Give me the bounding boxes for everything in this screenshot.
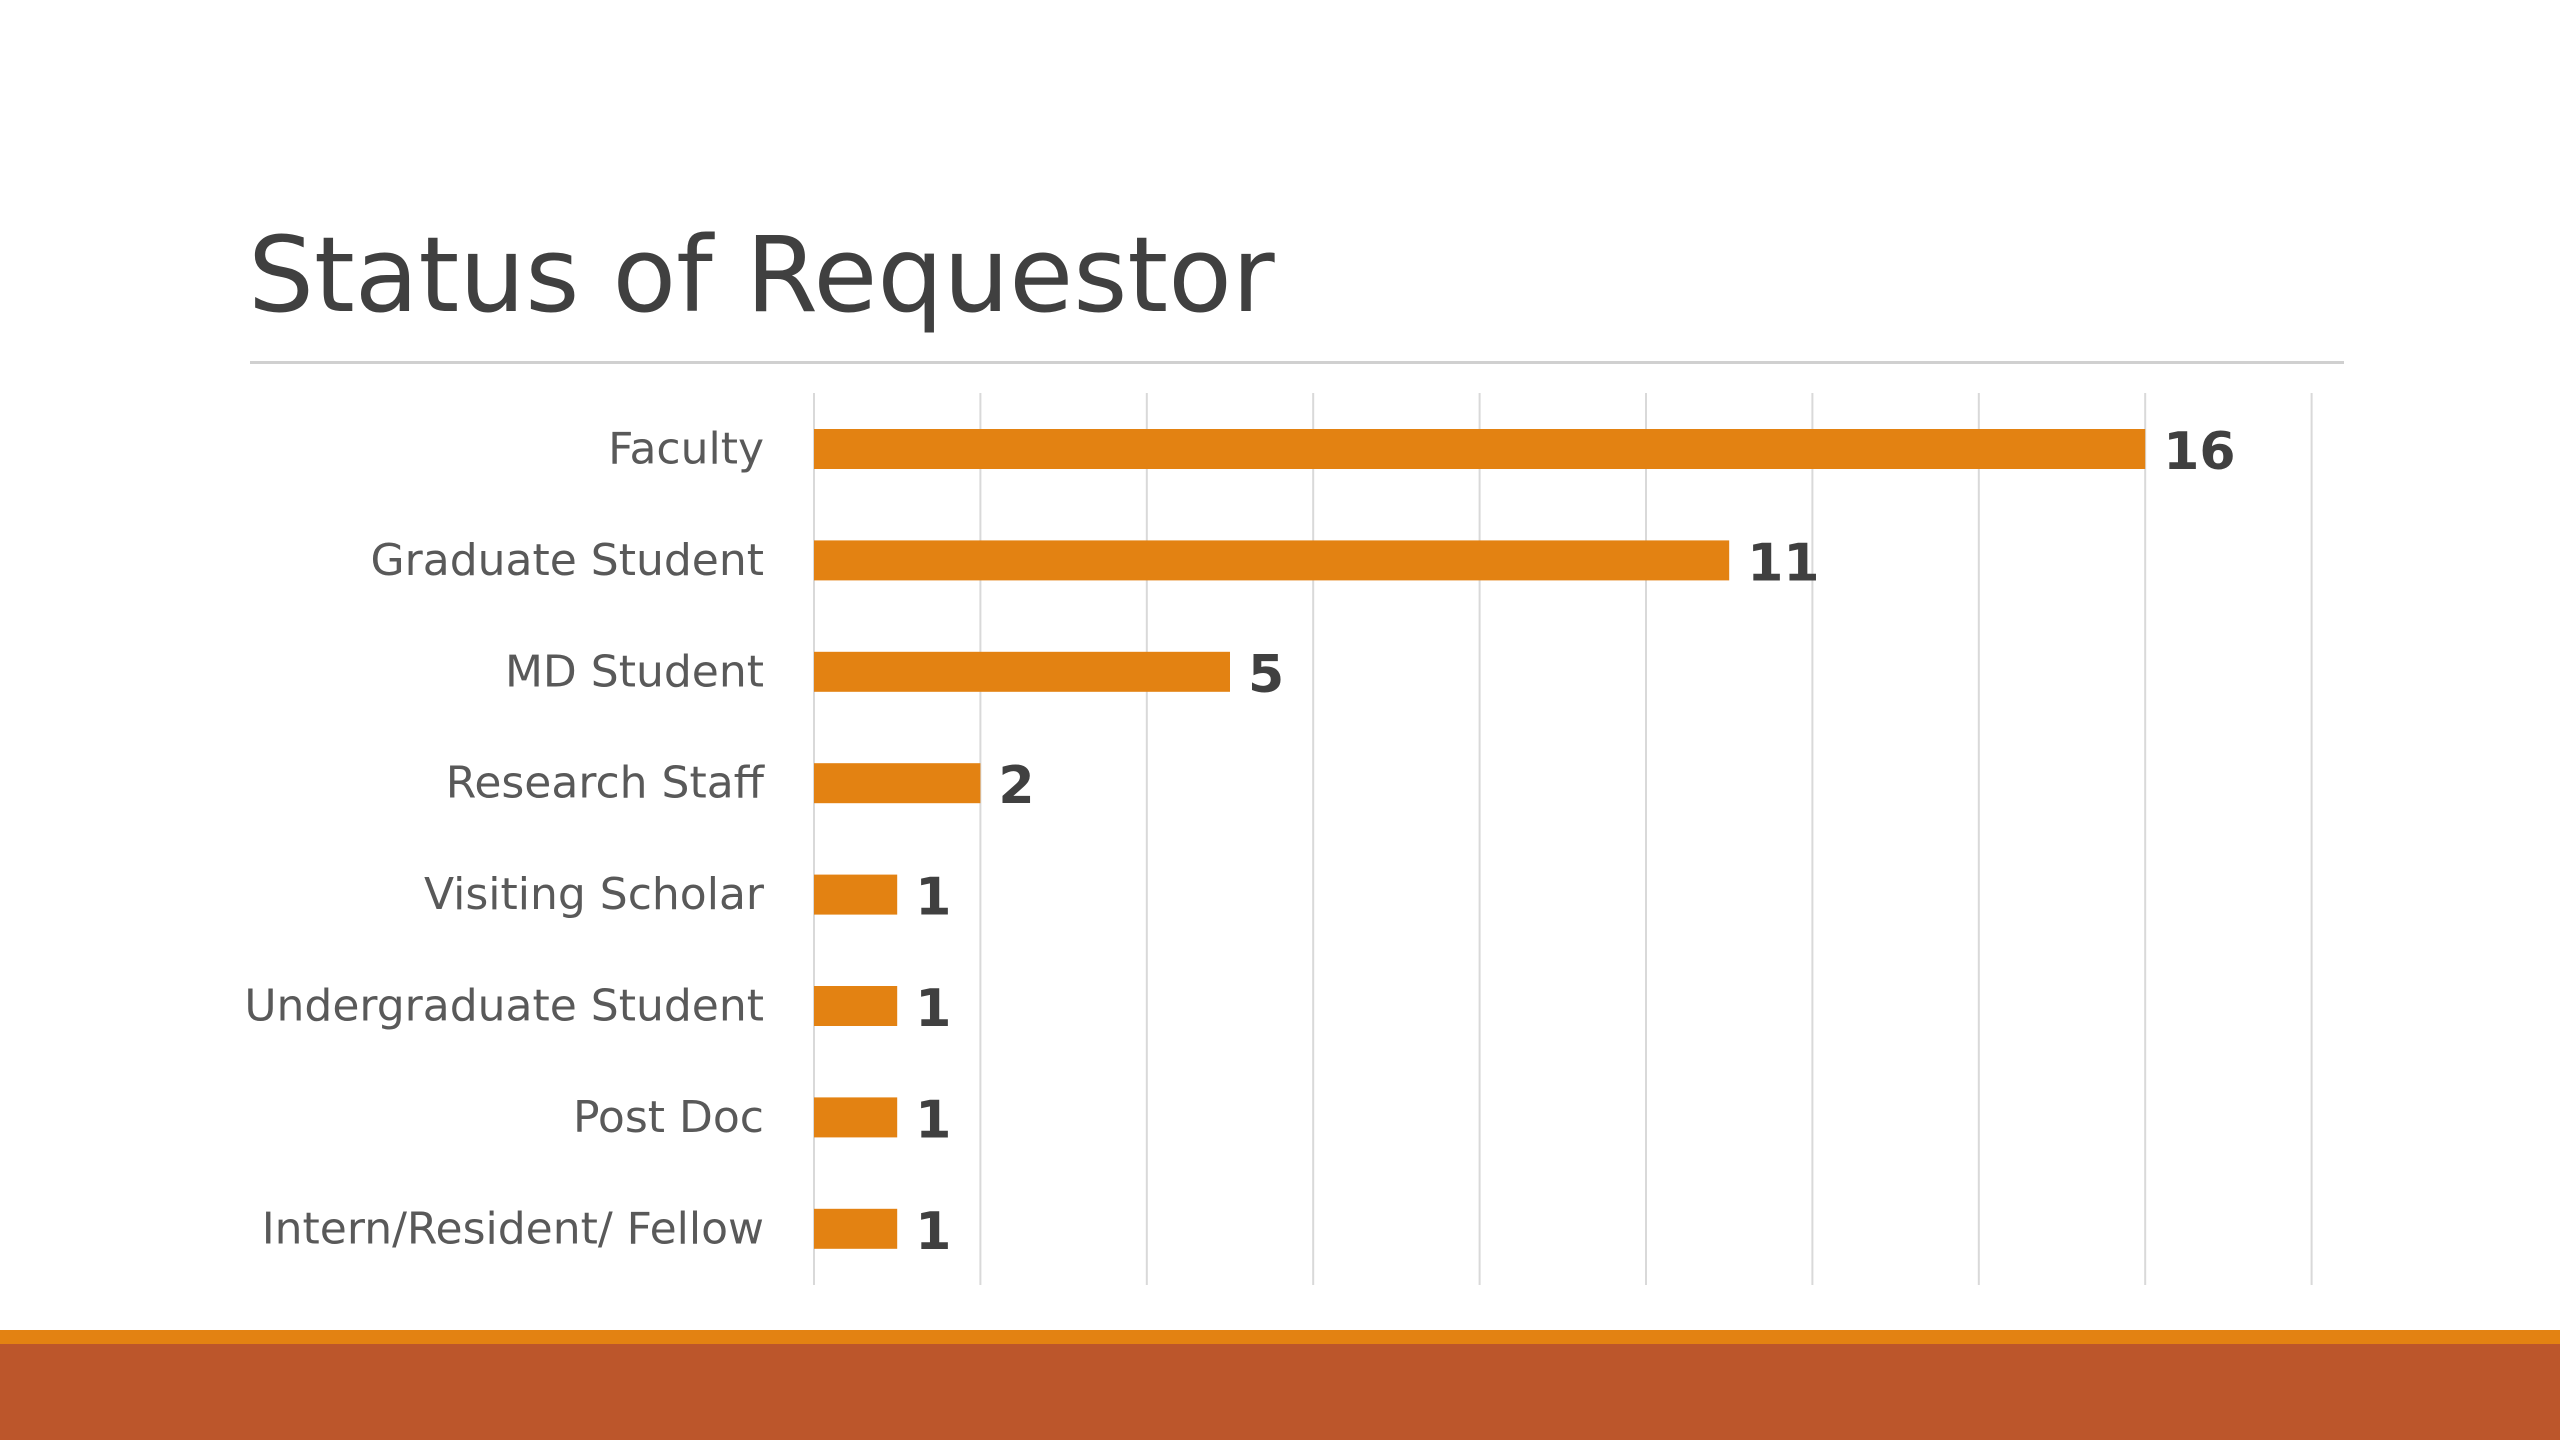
slide-title: Status of Requestor	[248, 214, 1275, 336]
bar	[814, 1097, 898, 1138]
bar-chart: Faculty Graduate Student MD Student Researc…	[244, 393, 2313, 1285]
category-label: Research Staff	[446, 758, 766, 809]
footer-band	[0, 1344, 2560, 1440]
value-label: 1	[915, 868, 951, 928]
category-labels: Faculty Graduate Student MD Student Researc…	[244, 424, 765, 1255]
title-divider	[250, 361, 2344, 364]
value-label: 11	[1747, 533, 1819, 593]
value-label: 2	[998, 756, 1034, 816]
category-label: Post Doc	[573, 1092, 764, 1143]
value-label: 1	[915, 1202, 951, 1262]
value-label: 1	[915, 1090, 951, 1150]
bar	[814, 763, 981, 804]
category-label: Faculty	[608, 424, 764, 475]
value-label: 5	[1248, 645, 1284, 705]
category-label: Graduate Student	[371, 535, 764, 586]
bar	[814, 1208, 898, 1249]
category-label: Intern/Resident/ Fellow	[262, 1203, 764, 1254]
bar	[814, 986, 898, 1026]
value-label: 1	[915, 979, 951, 1039]
bars	[814, 429, 2146, 1249]
bar	[814, 429, 2146, 469]
bar	[814, 651, 1230, 692]
value-label: 16	[2163, 422, 2235, 482]
category-label: Undergraduate Student	[244, 981, 764, 1032]
category-label: MD Student	[505, 646, 764, 697]
bar	[814, 540, 1730, 581]
category-label: Visiting Scholar	[424, 869, 765, 920]
gridlines	[813, 393, 2313, 1285]
bar	[814, 874, 898, 915]
footer-accent-stripe	[0, 1330, 2560, 1344]
